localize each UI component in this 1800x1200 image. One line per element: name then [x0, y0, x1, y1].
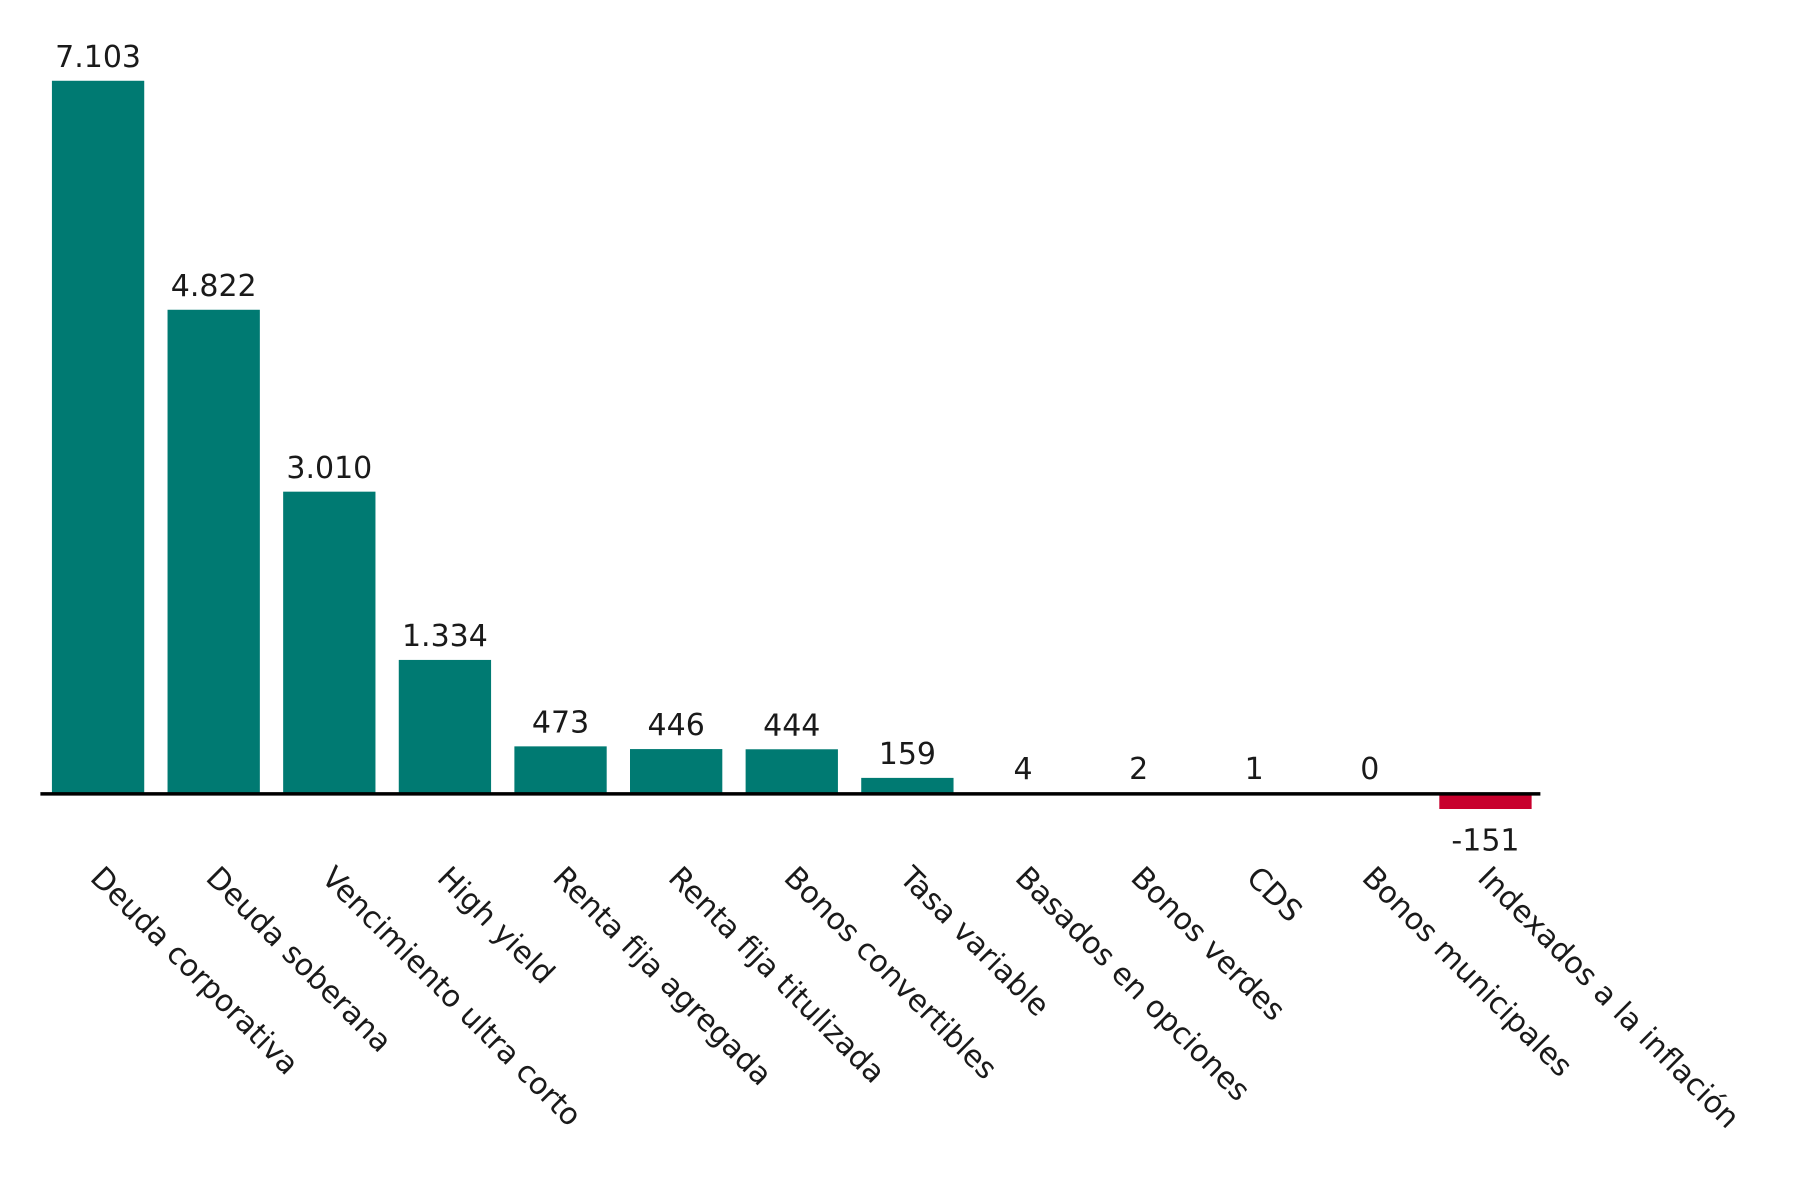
- bar-3: [398, 659, 492, 794]
- value-label: 4: [1013, 752, 1032, 787]
- bar-4: [514, 746, 607, 794]
- category-label: CDS: [1239, 860, 1308, 929]
- category-label: Bonos municipales: [1355, 860, 1579, 1084]
- bar-0: [51, 80, 145, 794]
- bar-6: [745, 749, 838, 794]
- value-label: -151: [1451, 824, 1519, 859]
- value-label: 7.103: [55, 40, 141, 75]
- category-label: Renta fija agregada: [546, 860, 779, 1093]
- value-label: 3.010: [286, 451, 372, 486]
- bar-5: [630, 749, 723, 794]
- category-label: Basados en opciones: [1008, 860, 1256, 1108]
- value-label: 4.822: [171, 269, 257, 304]
- bar-2: [283, 491, 376, 794]
- value-label: 1.334: [402, 619, 488, 654]
- value-label: 159: [879, 737, 936, 772]
- value-label: 2: [1129, 752, 1148, 787]
- value-label: 446: [648, 708, 705, 743]
- bar-12: [1439, 793, 1532, 810]
- bar-7: [861, 777, 954, 794]
- value-label: 444: [763, 708, 820, 743]
- bar-1: [167, 309, 260, 794]
- value-label: 473: [532, 706, 589, 741]
- category-label: Bonos convertibles: [777, 860, 1004, 1087]
- bars-group: [51, 80, 1532, 810]
- category-label: Renta fija titulizada: [661, 860, 891, 1090]
- value-label: 0: [1360, 752, 1379, 787]
- category-label: Deuda corporativa: [83, 860, 305, 1082]
- value-label: 1: [1245, 752, 1264, 787]
